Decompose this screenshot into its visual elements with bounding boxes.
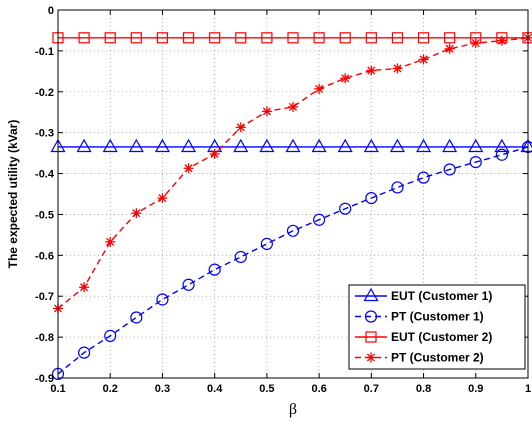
legend-label: PT (Customer 1): [391, 310, 484, 324]
y-tick-label: -0.7: [35, 291, 54, 303]
y-tick-label: -0.1: [35, 46, 54, 58]
y-tick-label: -0.2: [35, 87, 54, 99]
data-point: [131, 208, 141, 218]
x-tick-label: 0.2: [103, 383, 118, 395]
data-point: [471, 38, 481, 48]
legend-marker: [366, 353, 376, 363]
x-tick-label: 0.6: [311, 383, 326, 395]
x-tick-label: 1: [525, 383, 531, 395]
x-tick-label: 0.9: [468, 383, 483, 395]
x-tick-label: 0.5: [259, 383, 274, 395]
data-point: [445, 44, 455, 54]
data-point: [157, 193, 167, 203]
y-tick-label: -0.9: [35, 373, 54, 385]
legend: EUT (Customer 1) PT (Customer 1) EUT (Cust…: [349, 285, 525, 369]
data-point: [262, 106, 272, 116]
legend-label: EUT (Customer 1): [391, 289, 492, 303]
x-tick-label: 0.4: [207, 383, 223, 395]
data-point: [105, 237, 115, 247]
data-point: [288, 102, 298, 112]
x-tick-label: 0.8: [416, 383, 431, 395]
y-tick-label: 0: [48, 5, 54, 17]
x-axis-label: β: [289, 401, 297, 418]
data-point: [366, 66, 376, 76]
data-point: [340, 73, 350, 83]
data-point: [392, 63, 402, 73]
legend-label: PT (Customer 2): [391, 351, 484, 365]
data-point: [184, 163, 194, 173]
data-point: [79, 282, 89, 292]
y-tick-label: -0.5: [35, 209, 54, 221]
data-point: [314, 84, 324, 94]
x-tick-label: 0.7: [364, 383, 379, 395]
data-point: [419, 54, 429, 64]
y-tick-label: -0.6: [35, 250, 54, 262]
legend-item: EUT (Customer 2): [355, 330, 492, 344]
y-tick-label: -0.4: [35, 169, 55, 181]
data-point: [236, 122, 246, 132]
y-tick-label: -0.3: [35, 128, 54, 140]
y-tick-label: -0.8: [35, 332, 54, 344]
x-tick-label: 0.3: [155, 383, 170, 395]
data-point: [497, 36, 507, 46]
data-point: [210, 149, 220, 159]
y-axis-label: The expected utility (kVar): [6, 120, 20, 269]
legend-label: EUT (Customer 2): [391, 330, 492, 344]
